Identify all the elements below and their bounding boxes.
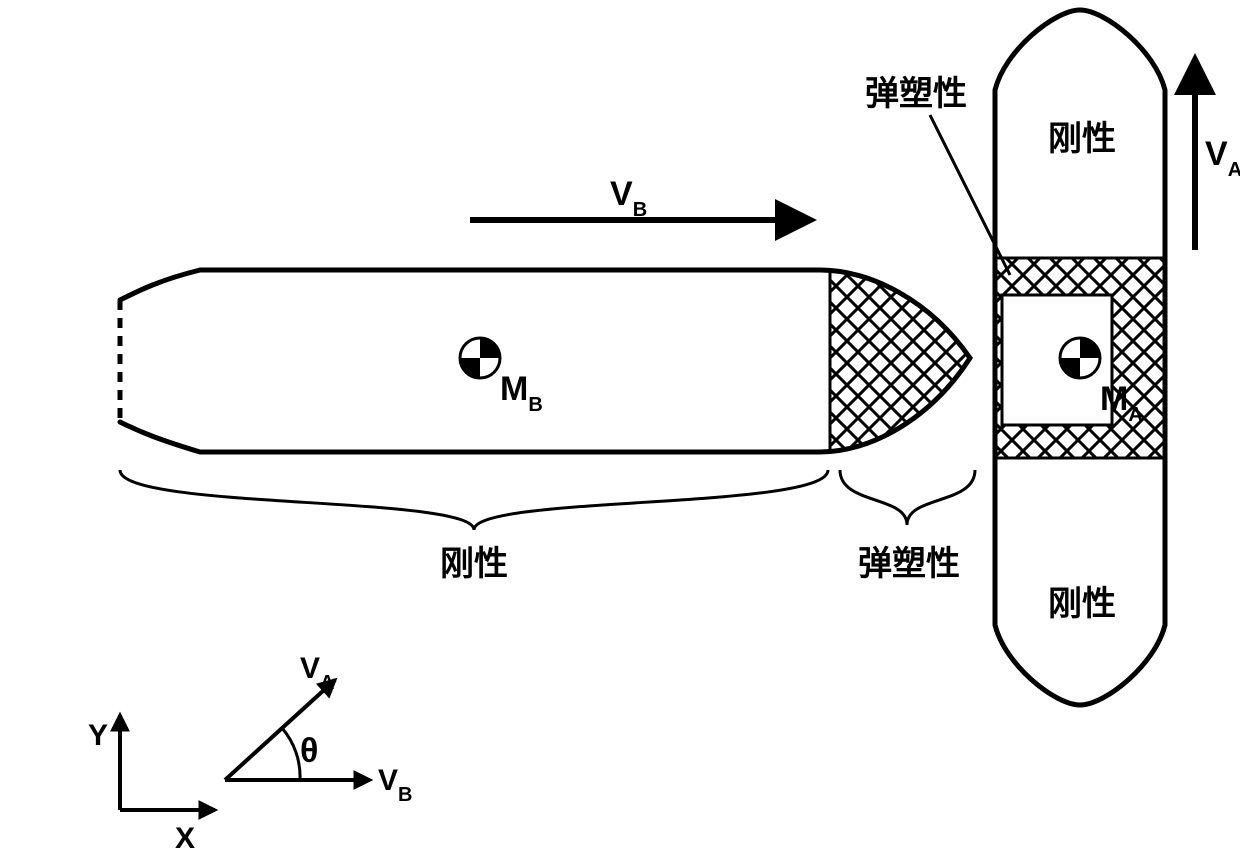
ship-b-plastic-brace <box>840 470 975 525</box>
angle-va-arrow <box>225 680 335 780</box>
ship-a-plastic-pointer <box>930 115 1010 275</box>
ship-a-cg-icon <box>1060 338 1100 378</box>
angle-diagram: VB VA θ <box>225 652 412 806</box>
ship-a-velocity-label: VA <box>1205 135 1240 181</box>
angle-va-label: VA <box>300 652 334 694</box>
ship-b-velocity-label: VB <box>610 175 647 221</box>
ship-b-plastic-label: 弹塑性 <box>858 545 960 583</box>
y-axis-label: Y <box>88 719 108 752</box>
angle-vb-label: VB <box>378 764 412 806</box>
ship-b-rigid-label: 刚性 <box>440 545 508 583</box>
x-axis-label: X <box>175 822 195 850</box>
coord-axes: XY <box>88 715 215 850</box>
ship-a-rigid-top-label: 刚性 <box>1048 120 1116 158</box>
ship-b-rigid-brace <box>120 470 828 530</box>
ship-b-cg-label: MB <box>500 370 543 416</box>
ship-a-plastic-label: 弹塑性 <box>865 75 967 113</box>
angle-theta-label: θ <box>300 732 318 770</box>
ship-a-rigid-bottom-label: 刚性 <box>1048 585 1116 623</box>
ship-b-cg-icon <box>460 338 500 378</box>
angle-arc <box>282 728 300 780</box>
ship-b: MB VB 刚性 弹塑性 <box>120 175 975 583</box>
